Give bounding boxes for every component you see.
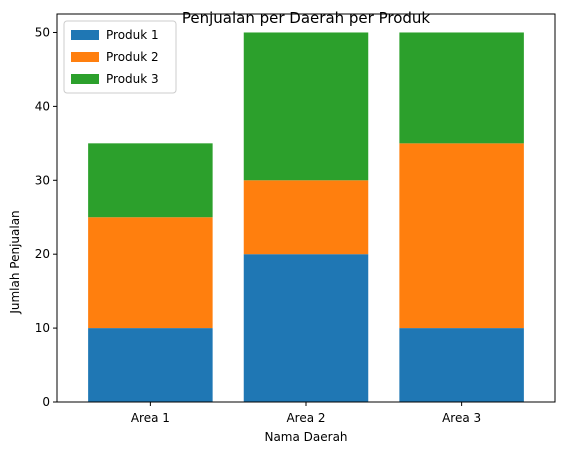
legend-label-1: Produk 1	[106, 28, 159, 42]
y-tick-label: 40	[35, 99, 50, 113]
bar-1-1	[88, 328, 213, 402]
bar-1-2	[243, 254, 369, 402]
x-tick-label: Area 2	[286, 411, 325, 425]
y-tick-label: 30	[35, 173, 50, 187]
legend-label-2: Produk 2	[106, 50, 159, 64]
y-axis: 0 10 20 30 40 50	[35, 25, 57, 409]
x-tick-label: Area 1	[131, 411, 170, 425]
y-tick-label: 50	[35, 25, 50, 39]
bar-2-2	[243, 180, 369, 255]
legend: Produk 1 Produk 2 Produk 3	[63, 20, 177, 94]
bars-group	[88, 32, 524, 402]
bar-3-3	[399, 32, 524, 144]
legend-swatch-3	[71, 74, 99, 84]
legend-swatch-2	[71, 52, 99, 62]
y-tick-label: 0	[42, 395, 50, 409]
y-tick-label: 10	[35, 321, 50, 335]
bar-3-2	[243, 32, 369, 181]
x-tick-label: Area 3	[442, 411, 481, 425]
bar-3-1	[88, 143, 213, 218]
x-axis: Area 1 Area 2 Area 3	[131, 402, 481, 425]
y-tick-label: 20	[35, 247, 50, 261]
bar-1-3	[399, 328, 524, 402]
bar-2-3	[399, 143, 524, 329]
legend-swatch-1	[71, 30, 99, 40]
x-axis-label: Nama Daerah	[264, 430, 347, 444]
chart-title: Penjualan per Daerah per Produk	[182, 9, 431, 27]
bar-2-1	[88, 217, 213, 329]
legend-label-3: Produk 3	[106, 72, 159, 86]
y-axis-label: Jumlah Penjualan	[8, 210, 22, 314]
